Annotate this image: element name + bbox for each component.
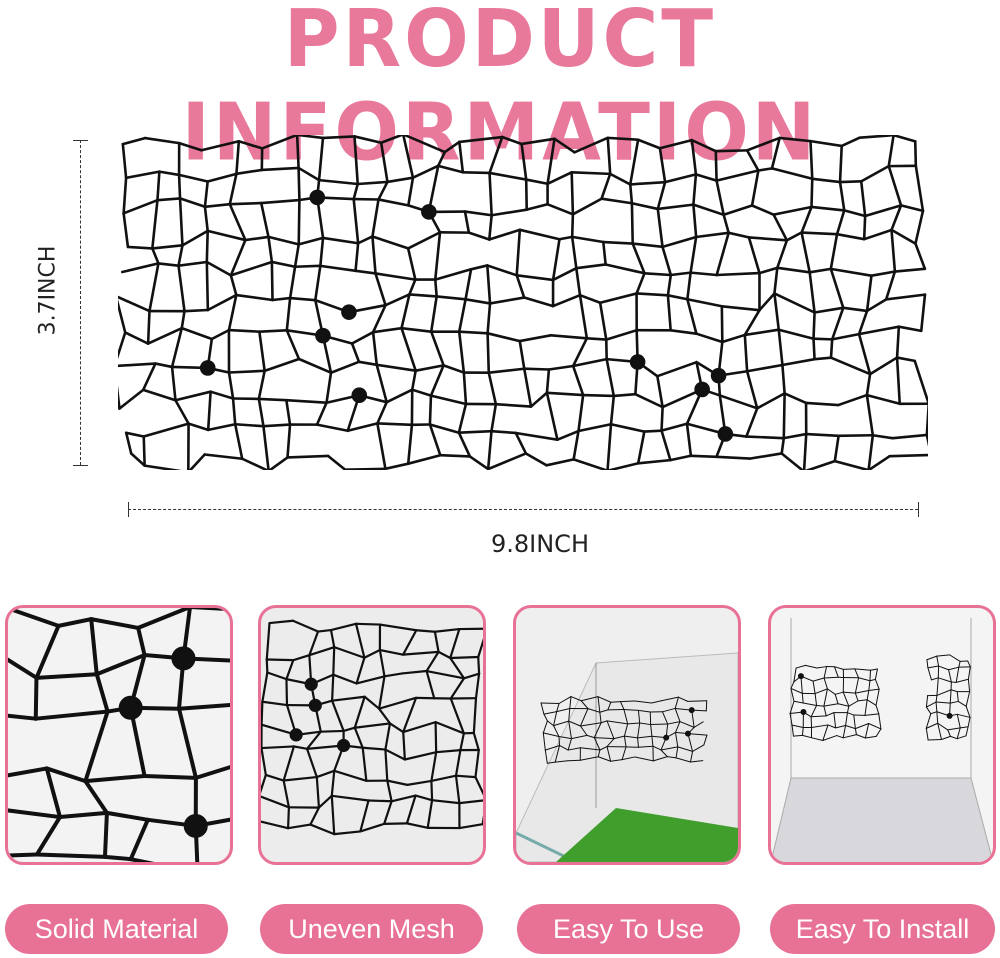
feature-label-uneven-mesh: Uneven Mesh [260, 904, 483, 954]
page-title: PRODUCT INFORMATION [181, 0, 819, 179]
feature-image-easy-to-use [513, 605, 741, 865]
width-label: 9.8INCH [490, 530, 589, 558]
width-dimension-cap [128, 502, 129, 517]
width-dimension-cap [918, 502, 919, 517]
feature-image-easy-to-install [768, 605, 996, 865]
feature-image-uneven-mesh [258, 605, 486, 865]
height-dimension-cap [73, 465, 88, 466]
feature-label-easy-to-use: Easy To Use [517, 904, 740, 954]
feature-label-solid-material: Solid Material [5, 904, 228, 954]
height-label: 3.7INCH [35, 245, 61, 336]
feature-image-solid-material [5, 605, 233, 865]
feature-label-easy-to-install: Easy To Install [770, 904, 995, 954]
height-dimension-line [80, 140, 81, 465]
mesh-net-image [118, 135, 928, 470]
width-dimension-line [128, 509, 918, 510]
height-dimension-cap [73, 140, 88, 141]
